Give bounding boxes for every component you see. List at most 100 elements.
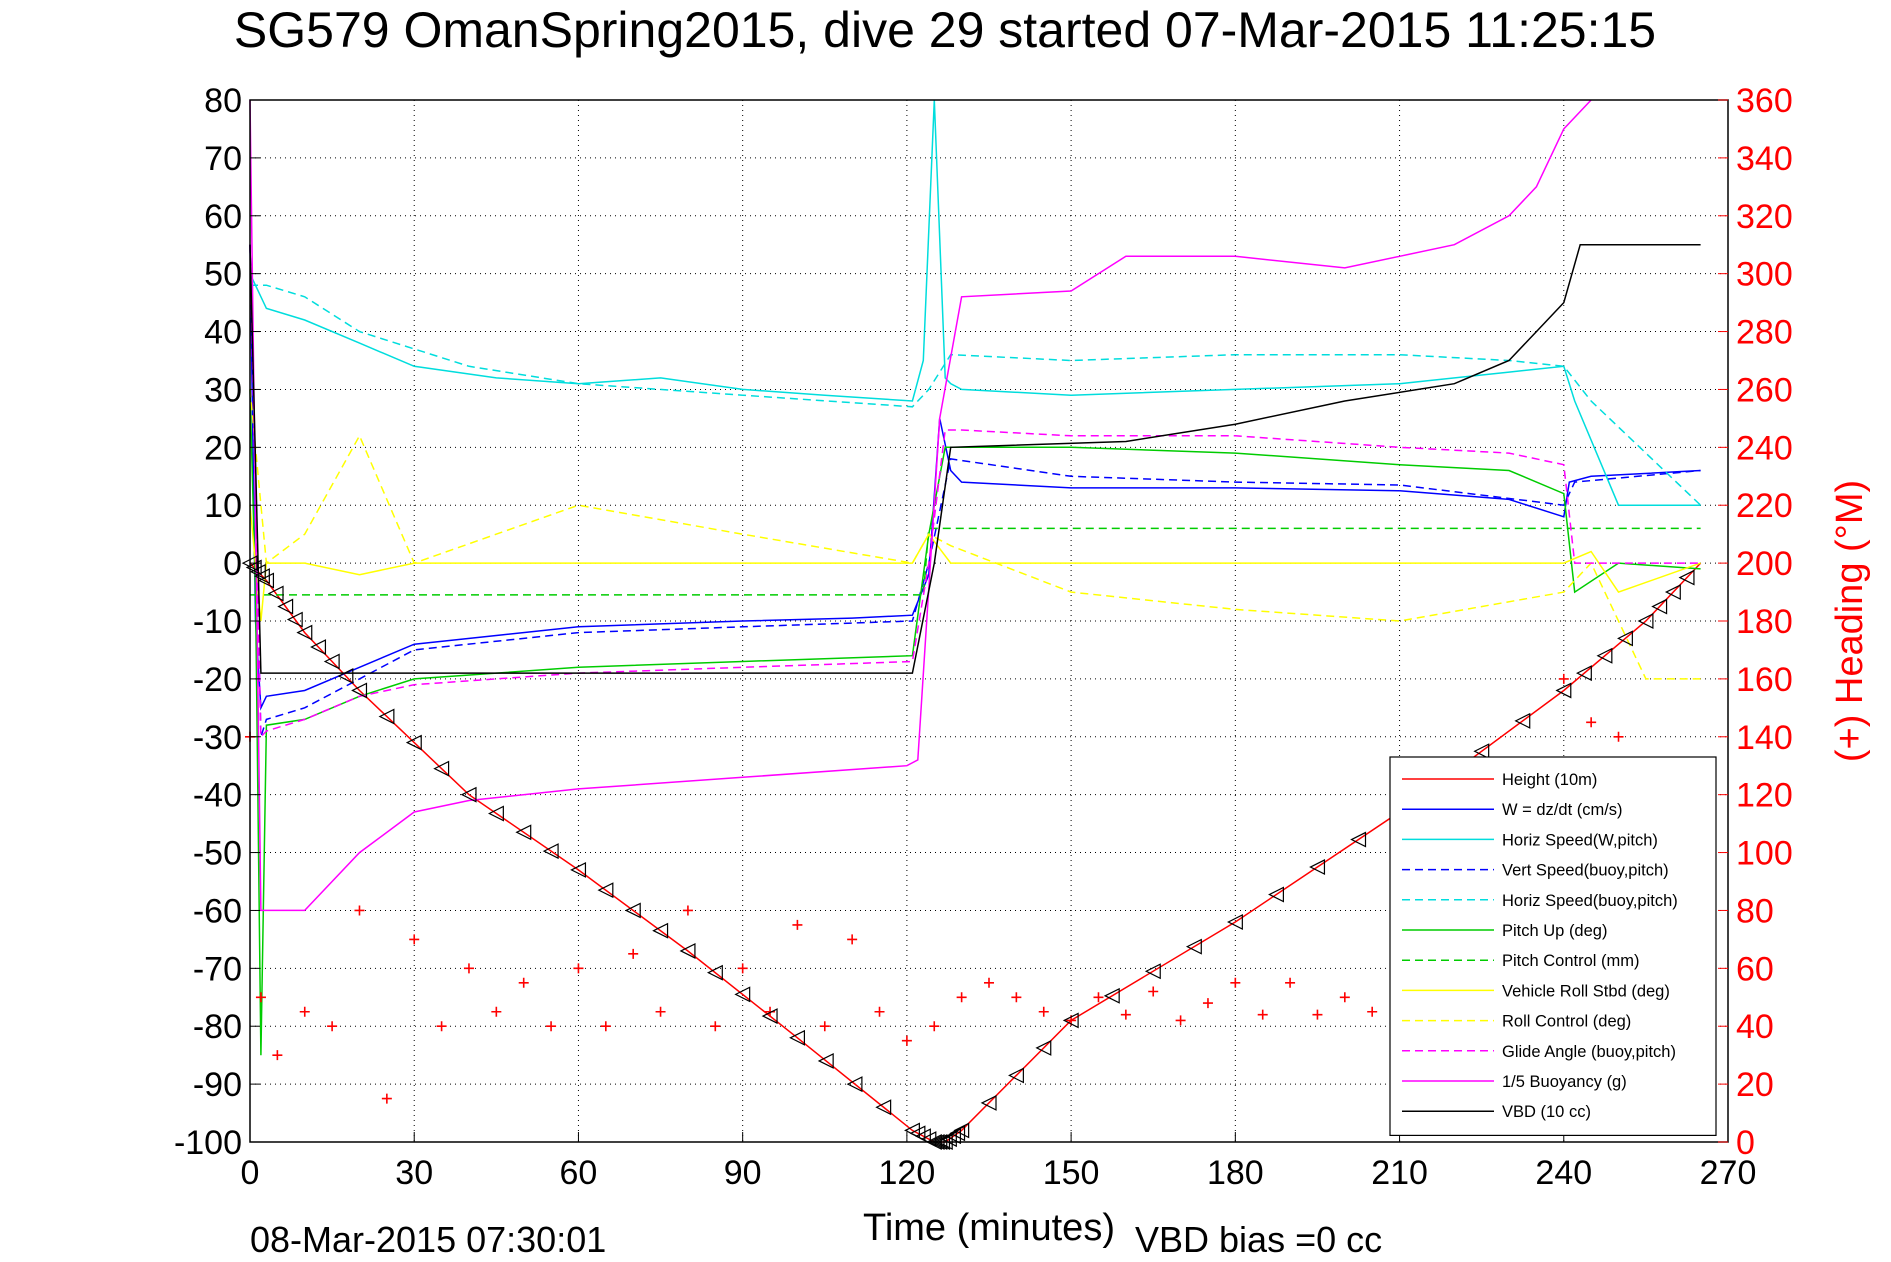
dive-marker [323,653,340,670]
heading-point [956,992,967,1003]
heading-point [1558,673,1569,684]
y-tick-label: 10 [204,487,242,525]
dive-marker [679,942,696,959]
series-roll-control-deg [249,389,1701,680]
y-tick-label: -100 [174,1124,242,1162]
legend-entry: Horiz Speed(buoy,pitch) [1502,892,1678,910]
series-layer [249,99,1702,1143]
dive-marker [1062,1012,1079,1029]
y2-tick-label: 260 [1736,371,1793,409]
dive-marker [652,922,669,939]
heading-point [737,963,748,974]
dive-marker [405,734,422,751]
heading-point [1148,986,1159,997]
dive-marker [433,760,450,777]
series-glide-angle-buoy-pitch [249,244,1701,739]
heading-point [1586,717,1597,728]
y2-tick-label: 300 [1736,256,1793,294]
heading-point [1202,998,1213,1009]
dive-marker [258,572,275,589]
heading-point [765,1006,776,1017]
heading-point [1257,1009,1268,1020]
dive-marker [846,1076,863,1093]
dive-marker [1103,987,1120,1004]
legend-entry: Roll Control (deg) [1502,1013,1631,1031]
dive-marker [1309,859,1326,875]
heading-point [655,1006,666,1017]
heading-point [255,992,266,1003]
dive-marker [542,843,559,860]
dive-marker [624,902,641,919]
heading-point [819,1021,830,1032]
heading-point [436,1021,447,1032]
heading-point [1230,977,1241,988]
heading-point [1175,1015,1186,1026]
series-1-5-buoyancy-g [249,99,1592,912]
dive-marker [945,1128,962,1145]
y2-tick-label: 60 [1736,950,1774,988]
heading-point [463,963,474,974]
dive-marker [1575,665,1592,682]
dive-marker [1637,613,1654,629]
series-w-dz-dt-cm-s [249,244,1701,711]
dive-marker [789,1029,806,1046]
dive-marker [378,708,395,725]
y2-tick-label: 0 [1736,1124,1755,1162]
x-tick-label: 210 [1371,1154,1428,1192]
y-tick-label: 0 [223,545,242,583]
heading-point [1312,1009,1323,1020]
x-tick-label: 90 [724,1154,762,1192]
heading-point [354,905,365,916]
heading-point [847,934,858,945]
dive-marker [277,598,294,615]
y2-tick-label: 160 [1736,661,1793,699]
legend-entry: Pitch Up (deg) [1502,922,1607,940]
series-vbd-10-cc [249,243,1701,674]
x-tick-label: 270 [1700,1154,1757,1192]
series-horiz-speed-buoy-pitch [250,284,1702,506]
dive-marker [706,964,723,981]
heading-point [1339,992,1350,1003]
x-tick-label: 150 [1043,1154,1100,1192]
heading-point [409,934,420,945]
y-tick-label: -40 [193,777,242,815]
x-axis-label: Time (minutes) [863,1207,1115,1249]
y-tick-label: -90 [193,1066,242,1104]
dive-marker [460,786,477,803]
y2-tick-label: 200 [1736,545,1793,583]
dive-marker [351,682,368,699]
y-tick-label: 80 [204,82,242,120]
heading-point [1011,992,1022,1003]
heading-point [929,1021,940,1032]
dive-marker [267,585,284,602]
heading-point [546,1021,557,1032]
heading-point [1120,1009,1131,1020]
y2-tick-label: 240 [1736,429,1793,467]
legend-entry: Pitch Control (mm) [1502,952,1640,970]
y-tick-label: -30 [193,719,242,757]
dive-marker [1678,569,1695,586]
legend: Height (10m) W = dz/dt (cm/s) Horiz Speed(… [1389,756,1717,1136]
heading-point [518,977,529,988]
series-vehicle-roll-stbd-deg [249,505,1701,622]
y-tick-label: 70 [204,140,242,178]
dive-marker [1555,682,1572,699]
x-axis-ticks: 0 30 60 90 120 150 180 210 240 270 [241,1132,1757,1192]
footer-timestamp: 08-Mar-2015 07:30:01 [250,1219,606,1260]
y2-tick-label: 140 [1736,719,1793,757]
dive-marker [296,624,313,641]
y2-tick-label: 280 [1736,314,1793,352]
dive-marker [1514,712,1531,729]
dive-marker [1473,743,1490,760]
dive-marker [515,824,532,841]
dive-marker [1268,886,1284,903]
legend-entry: W = dz/dt (cm/s) [1502,801,1623,819]
heading-point [1038,1006,1049,1017]
dive-marker [875,1099,892,1116]
y2-tick-label: 180 [1736,603,1793,641]
heading-point [381,1093,392,1104]
y2-tick-label: 40 [1736,1008,1774,1046]
x-tick-label: 60 [560,1154,598,1192]
dive-marker [1144,963,1161,980]
